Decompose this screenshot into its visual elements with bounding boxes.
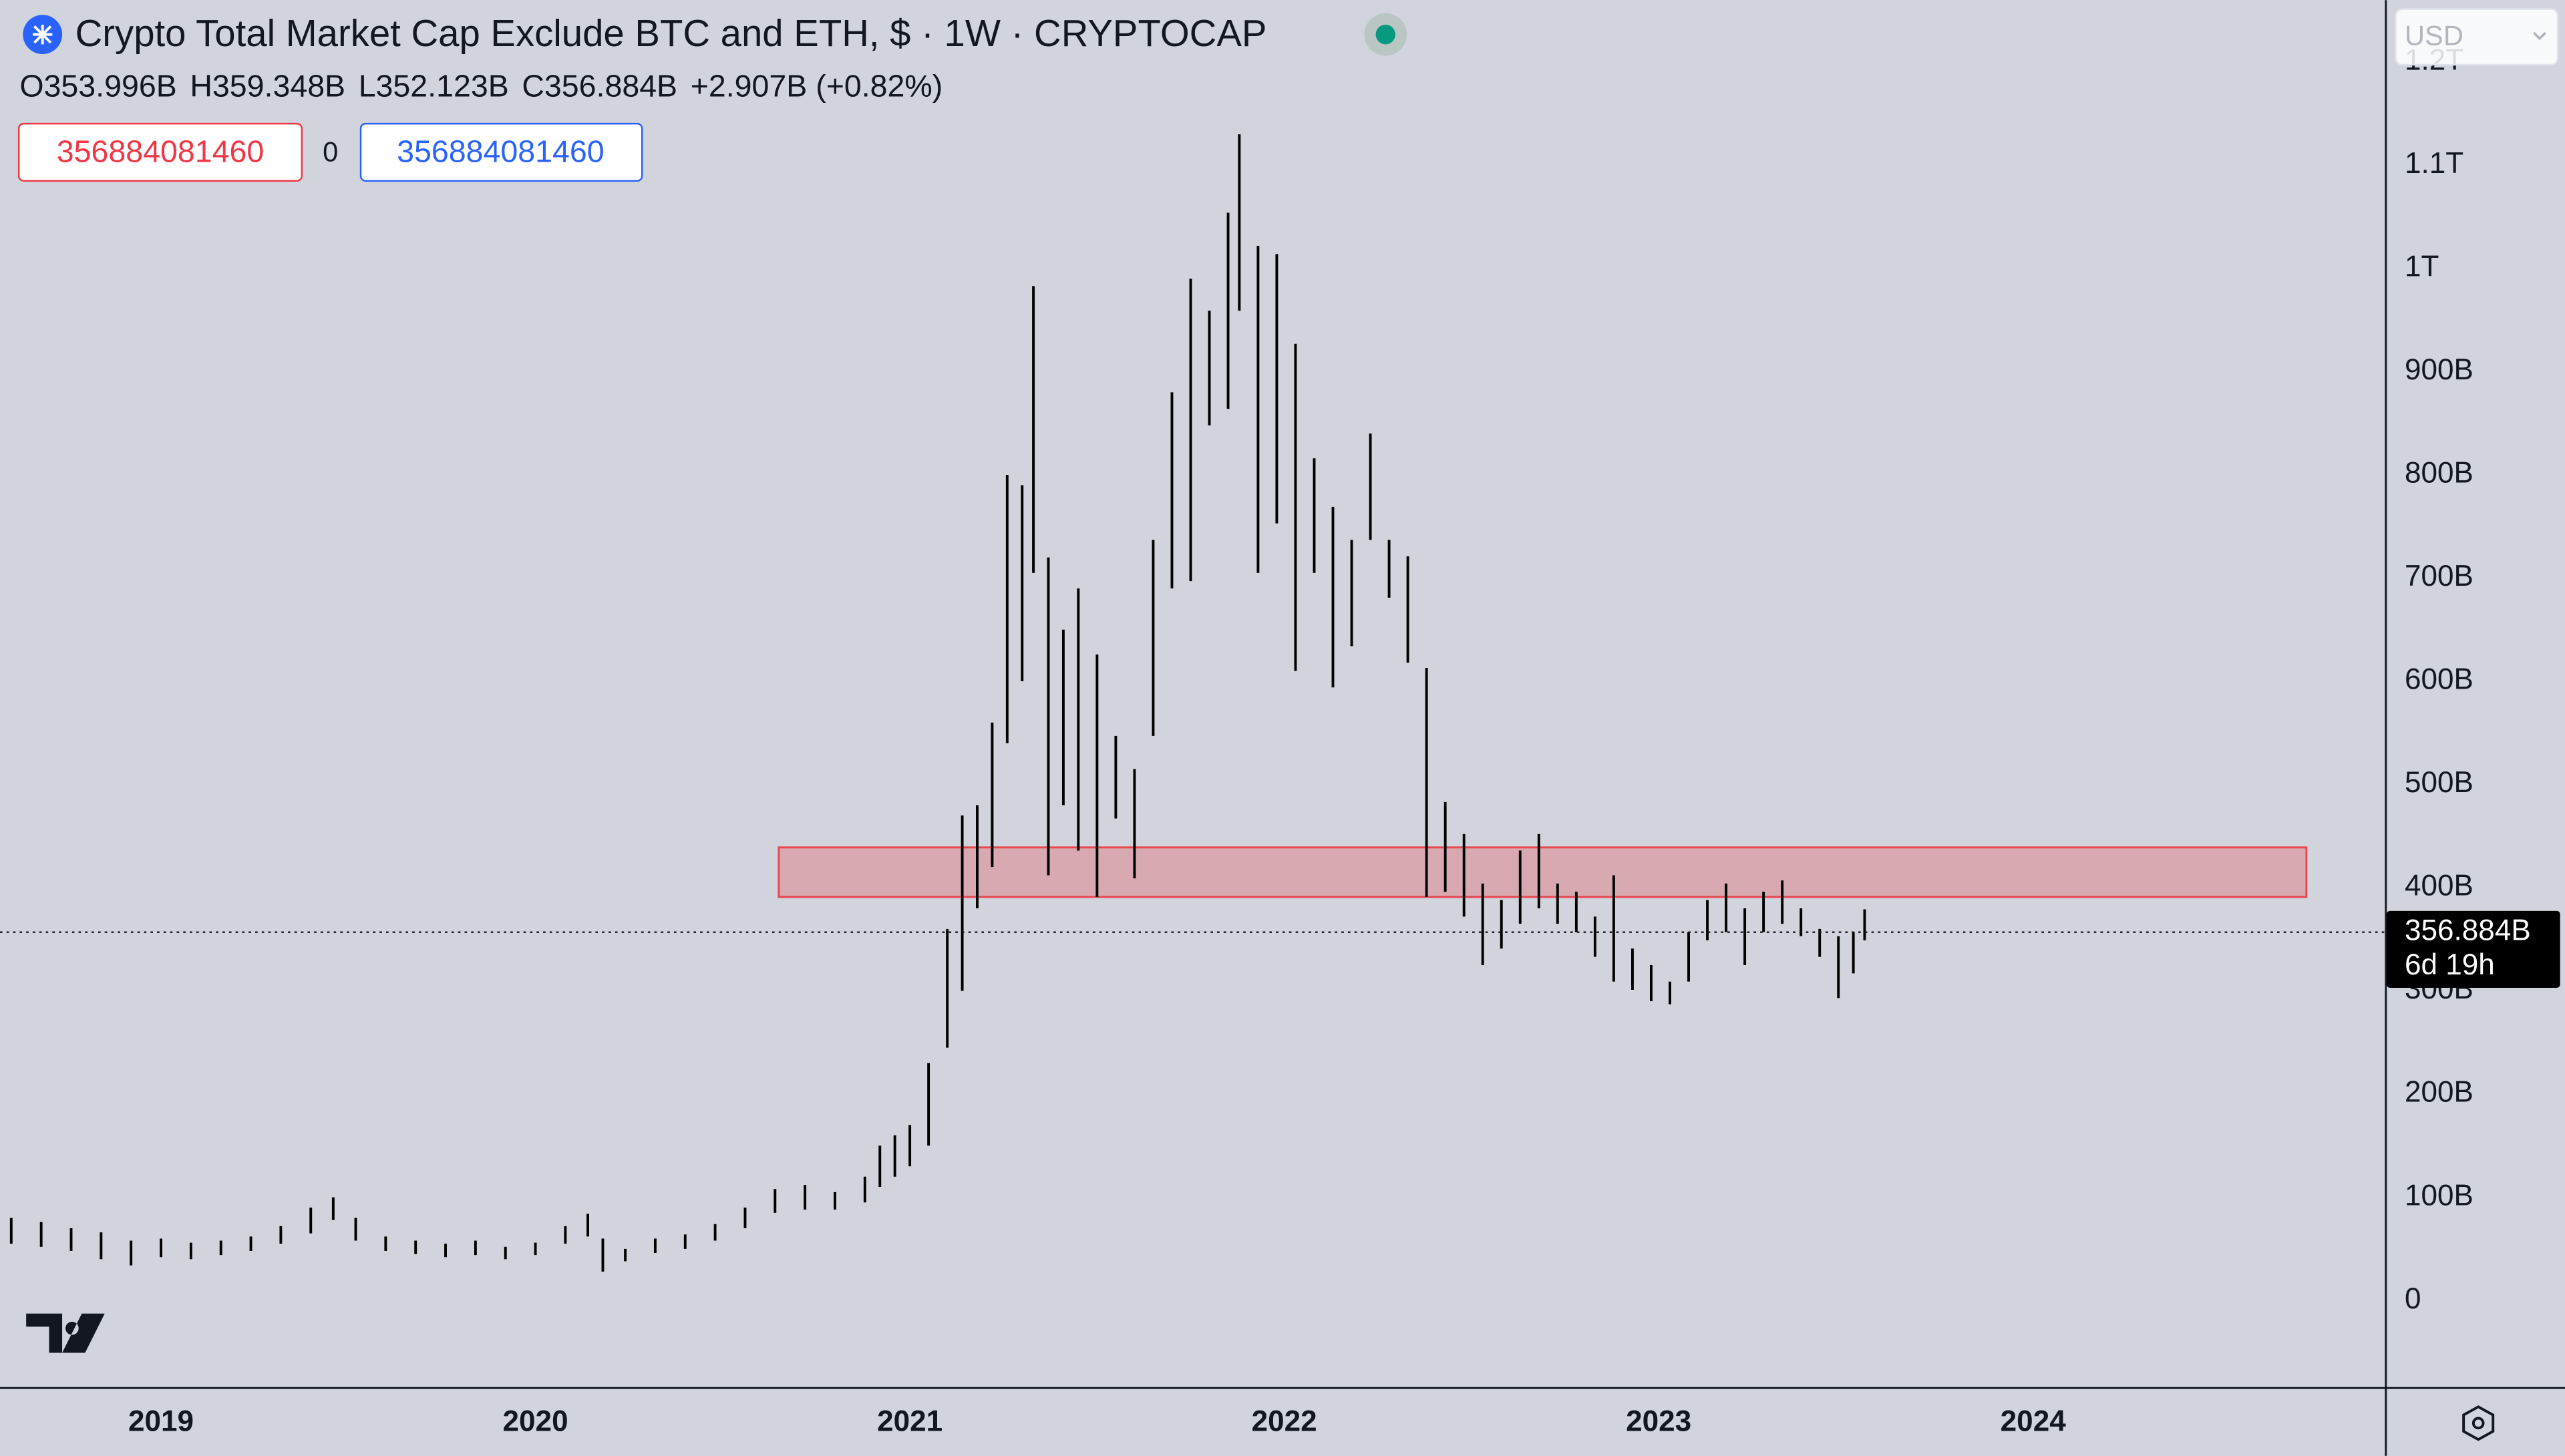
y-tick-label: 600B — [2405, 663, 2473, 696]
countdown-label: 6d 19h — [2405, 948, 2495, 981]
x-tick-label: 2021 — [877, 1405, 943, 1437]
currency-label: USD — [2405, 20, 2463, 51]
x-tick-label: 2023 — [1626, 1405, 1691, 1437]
y-tick-label: 1.1T — [2405, 147, 2463, 180]
x-tick-label: 2022 — [1252, 1405, 1317, 1437]
market-status — [1375, 24, 1395, 45]
resistance-zone — [778, 846, 2308, 898]
ohlc-change: +2.907B (+0.82%) — [691, 69, 943, 104]
y-tick-label: 100B — [2405, 1179, 2473, 1212]
symbol-logo-mark — [32, 24, 53, 45]
input-box[interactable] — [17, 122, 303, 182]
y-tick-label: 500B — [2405, 766, 2473, 799]
y-tick-label: 1T — [2405, 250, 2439, 283]
input-value: 356884081460 — [57, 134, 264, 169]
tradingview-logo — [26, 1313, 105, 1353]
currency-select[interactable] — [2395, 8, 2559, 66]
y-tick-label: 400B — [2405, 870, 2473, 902]
plot-area — [0, 134, 2385, 1272]
settings-icon[interactable] — [2462, 1405, 2495, 1441]
ohlc-high: H359.348B — [190, 69, 345, 104]
input-box[interactable] — [359, 122, 643, 182]
x-tick-label: 2019 — [128, 1405, 194, 1437]
ohlc-legend: O353.996B H359.348B L352.123B C356.884B +2.9… — [19, 69, 943, 104]
y-tick-label: 900B — [2405, 353, 2473, 386]
settings-icon-center — [2471, 1417, 2485, 1430]
y-tick-label: 200B — [2405, 1076, 2473, 1109]
y-tick-label: 0 — [2405, 1282, 2421, 1315]
input-value: 0 — [323, 136, 338, 167]
dropdown-arrow — [2533, 31, 2546, 41]
y-tick-label: 700B — [2405, 560, 2473, 592]
chart-title: Crypto Total Market Cap Exclude BTC and … — [75, 12, 1267, 54]
input-value: 356884081460 — [397, 134, 604, 169]
last-price-label: 356.884B — [2405, 914, 2531, 946]
axes: 0100B200B300B400B500B600B700B800B900B1T1… — [128, 44, 2560, 1437]
x-tick-label: 2020 — [503, 1405, 568, 1437]
y-tick-label: 800B — [2405, 457, 2473, 490]
last-price-box — [2387, 910, 2560, 988]
x-tick-label: 2024 — [2001, 1405, 2067, 1437]
ohlc-close: C356.884B — [522, 69, 677, 104]
ohlc-low: L352.123B — [359, 69, 509, 104]
ohlc-open: O353.996B — [19, 69, 176, 104]
